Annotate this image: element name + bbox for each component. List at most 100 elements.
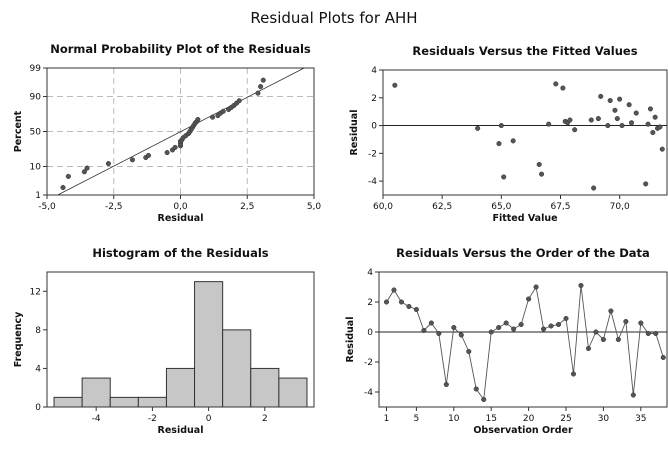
panel-3-point-0: [383, 299, 390, 305]
panel-3-xtick-0: 1: [384, 414, 390, 424]
panel-0-point-33: [236, 98, 242, 104]
panel-1-ytick-1: -2: [368, 149, 377, 159]
panel-1-point-25: [626, 102, 632, 108]
panel-1-xtick-0: 60,0: [373, 202, 393, 212]
panel-2-bar-4: [165, 367, 196, 408]
panel-1-point-32: [652, 114, 658, 120]
panel-2-ytick-3: 12: [30, 287, 41, 297]
panel-1-point-2: [496, 141, 502, 147]
panel-0-point-34: [255, 90, 261, 96]
panel-3-point-1: [391, 287, 397, 293]
panel-1-ytick-2: 0: [371, 122, 377, 132]
panel-1-point-8: [546, 121, 552, 127]
panel-0-ytick-3: 90: [30, 93, 42, 103]
panel-3-point-14: [488, 329, 494, 335]
panel-3-point-15: [496, 324, 502, 331]
panel-1-ytick-0: -4: [368, 177, 377, 187]
panel-1-point-26: [628, 120, 635, 126]
panel-0-ylabel: Percent: [13, 110, 24, 152]
panel-0-point-4: [105, 161, 111, 167]
panel-3-point-31: [615, 336, 621, 343]
panel-1-point-24: [619, 123, 625, 129]
panel-0-point-7: [145, 152, 152, 159]
panel-2-xtick-2: 0: [206, 414, 212, 424]
panel-3-xtick-5: 25: [560, 414, 571, 424]
panel-0-xtick-1: -2,5: [105, 202, 123, 212]
panel-3-point-20: [533, 284, 539, 290]
panel-3-frame: [378, 271, 668, 408]
panel-0-xlabel: Residual: [158, 213, 204, 224]
panel-1-point-1: [475, 125, 481, 131]
panel-0-point-3: [84, 165, 90, 171]
panel-1-point-29: [645, 121, 651, 127]
panel-3-point-3: [406, 303, 412, 310]
panel-1-xtick-3: 67,5: [550, 202, 570, 212]
panel-0-xtick-3: 2,5: [240, 202, 254, 212]
panel-3-point-33: [630, 392, 636, 398]
panel-0-fit-line: [57, 67, 305, 196]
panel-3-xtick-3: 15: [485, 414, 496, 424]
panel-2-xlabel: Residual: [158, 425, 204, 436]
panel-1-point-14: [572, 127, 578, 133]
panel-3-point-7: [436, 330, 442, 337]
panel-3-point-6: [428, 320, 434, 326]
panel-3-point-37: [660, 354, 666, 361]
panel-1-point-4: [501, 174, 507, 180]
panel-2-title: Histogram of the Residuals: [92, 246, 268, 260]
panel-1-xlabel: Fitted Value: [492, 213, 557, 224]
panel-0-point-24: [195, 116, 201, 123]
panel-1-point-18: [598, 93, 604, 99]
panel-1-point-9: [553, 81, 559, 87]
panel-1-point-22: [614, 116, 620, 122]
panel-3-point-8: [443, 381, 449, 388]
panel-3-point-27: [585, 345, 592, 352]
panel-1-xtick-1: 62,5: [432, 202, 452, 212]
panel-0-ytick-1: 10: [30, 162, 42, 172]
panel-1-frame: [382, 69, 668, 196]
panel-3-xtick-2: 10: [448, 414, 460, 424]
panel-3-xtick-6: 30: [598, 414, 610, 424]
panel-1-ytick-4: 4: [371, 66, 377, 76]
panel-3-ytick-4: 4: [367, 268, 373, 278]
panel-2-frame: [46, 271, 315, 408]
panel-2-bar-0: [53, 396, 83, 408]
panel-3-point-4: [413, 306, 419, 313]
panel-3-point-17: [511, 326, 517, 332]
panel-1-point-6: [536, 161, 542, 167]
panel-3-xtick-4: 20: [523, 414, 535, 424]
panel-3-point-11: [466, 348, 472, 355]
panel-2-bar-5: [194, 281, 224, 408]
panel-2-bar-1: [81, 377, 111, 408]
panel-1-point-17: [595, 116, 601, 122]
panel-0-point-28: [220, 108, 226, 114]
panel-2-bar-7: [250, 367, 280, 408]
panel-0-title: Normal Probability Plot of the Residuals: [50, 42, 311, 56]
panel-3-point-16: [503, 320, 509, 326]
panel-1-point-16: [591, 185, 597, 191]
panel-0-ytick-2: 50: [30, 128, 42, 138]
panel-1-point-15: [588, 117, 594, 123]
panel-1-point-31: [650, 129, 656, 136]
panel-1-ytick-3: 2: [371, 94, 377, 104]
panel-3-point-18: [518, 321, 524, 328]
panel-2-xtick-0: -4: [92, 414, 101, 424]
figure-title: Residual Plots for AHH: [250, 9, 417, 27]
panel-0-xtick-4: 5,0: [307, 202, 322, 212]
panel-3-point-5: [421, 327, 427, 334]
panel-3-xtick-7: 35: [635, 414, 646, 424]
panel-3-point-28: [593, 329, 599, 335]
panel-3-point-26: [578, 282, 584, 289]
panel-1-ylabel: Residual: [349, 110, 360, 156]
panel-3-point-36: [653, 330, 659, 337]
panel-0-point-0: [60, 185, 66, 191]
panel-3-series-line: [386, 285, 664, 401]
panel-3-point-9: [451, 324, 457, 331]
panel-0-point-1: [65, 173, 71, 179]
panel-3-point-24: [563, 315, 569, 322]
panel-0-point-35: [258, 84, 264, 90]
panel-0-point-36: [260, 77, 266, 83]
panel-3-ytick-2: 0: [367, 328, 373, 338]
panel-1-point-10: [560, 85, 566, 91]
panel-2-ytick-2: 8: [35, 326, 41, 336]
panel-3-point-34: [638, 320, 644, 326]
